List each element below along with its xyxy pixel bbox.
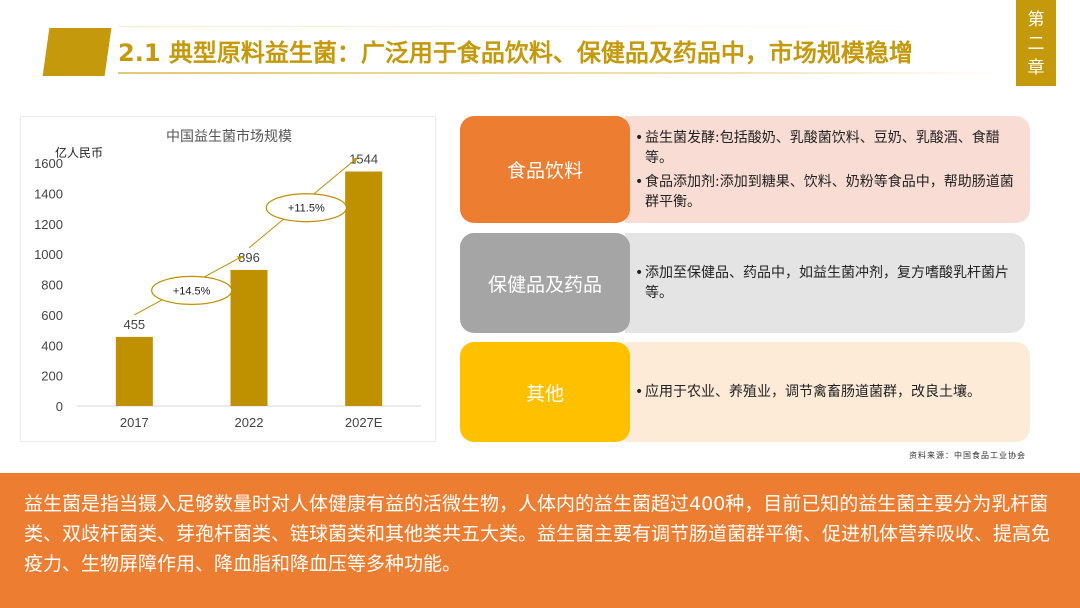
chart-title: 中国益生菌市场规模	[166, 128, 292, 144]
growth-arrowhead	[237, 255, 243, 261]
header-top-rule	[118, 26, 1008, 27]
category-other-button[interactable]: 其他	[460, 342, 630, 442]
page-title: 2.1 典型原料益生菌：广泛用于食品饮料、保健品及药品中，市场规模稳增	[118, 39, 913, 67]
category-health-button[interactable]: 保健品及药品	[460, 233, 630, 333]
bar	[345, 171, 383, 406]
category-row-other: 应用于农业、养殖业，调节禽畜肠道菌群，改良土壤。 其他	[460, 342, 1030, 442]
chapter-char: 章	[1027, 58, 1045, 78]
source-note: 资料来源：中国食品工业协会	[909, 451, 1026, 460]
y-tick-label: 1400	[34, 186, 63, 201]
growth-ellipse	[265, 193, 347, 223]
desc-item: 应用于农业、养殖业，调节禽畜肠道菌群，改良土壤。	[635, 382, 1016, 402]
category-desc-health: 添加至保健品、药品中，如益生菌冲剂，复方嗜酸乳杆菌片等。	[625, 233, 1025, 333]
growth-label: +11.5%	[288, 203, 325, 215]
chapter-char: 二	[1027, 34, 1045, 54]
data-label: 455	[123, 317, 145, 332]
chapter-tab: 第 二 章	[1016, 0, 1056, 86]
bar	[115, 336, 153, 406]
summary-text: 益生菌是指当摄入足够数量时对人体健康有益的活微生物，人体内的益生菌超过400种，…	[24, 493, 1051, 575]
y-tick-label: 1200	[34, 217, 63, 232]
y-tick-label: 800	[41, 278, 63, 293]
category-row-food: 益生菌发酵:包括酸奶、乳酸菌饮料、豆奶、乳酸酒、食醋等。 食品添加剂:添加到糖果…	[460, 116, 1030, 223]
growth-arrowhead	[351, 157, 358, 163]
y-tick-label: 600	[41, 308, 63, 323]
x-tick-label: 2027E	[345, 415, 383, 430]
header-underline	[118, 72, 1008, 74]
y-tick-label: 400	[41, 338, 63, 353]
y-tick-label: 0	[56, 399, 63, 414]
desc-item: 益生菌发酵:包括酸奶、乳酸菌饮料、豆奶、乳酸酒、食醋等。	[635, 128, 1016, 168]
y-tick-label: 1600	[34, 156, 63, 171]
desc-item: 食品添加剂:添加到糖果、饮料、奶粉等食品中，帮助肠道菌群平衡。	[635, 172, 1016, 212]
category-row-health: 添加至保健品、药品中，如益生菌冲剂，复方嗜酸乳杆菌片等。 保健品及药品	[460, 233, 1025, 333]
x-tick-label: 2022	[235, 415, 264, 430]
category-desc-food: 益生菌发酵:包括酸奶、乳酸菌饮料、豆奶、乳酸酒、食醋等。 食品添加剂:添加到糖果…	[625, 116, 1030, 223]
growth-ellipse	[151, 275, 233, 306]
desc-item: 添加至保健品、药品中，如益生菌冲剂，复方嗜酸乳杆菌片等。	[635, 263, 1011, 303]
y-axis-label: 亿人民币	[55, 145, 103, 160]
y-tick-label: 1000	[34, 247, 63, 262]
summary-banner: 益生菌是指当摄入足够数量时对人体健康有益的活微生物，人体内的益生菌超过400种，…	[0, 473, 1080, 608]
category-desc-other: 应用于农业、养殖业，调节禽畜肠道菌群，改良土壤。	[625, 342, 1030, 442]
header-accent-block	[42, 28, 112, 76]
chapter-char: 第	[1027, 10, 1045, 30]
category-food-button[interactable]: 食品饮料	[460, 116, 630, 223]
x-tick-label: 2017	[120, 415, 149, 430]
market-size-chart: 中国益生菌市场规模亿人民币 0 200 400 600 800 1000 1200 1400 16…	[20, 116, 436, 442]
bar	[230, 269, 268, 406]
y-tick-label: 200	[41, 369, 63, 384]
data-label: 896	[238, 250, 260, 265]
growth-label: +14.5%	[173, 285, 211, 297]
data-label: 1544	[349, 152, 378, 167]
